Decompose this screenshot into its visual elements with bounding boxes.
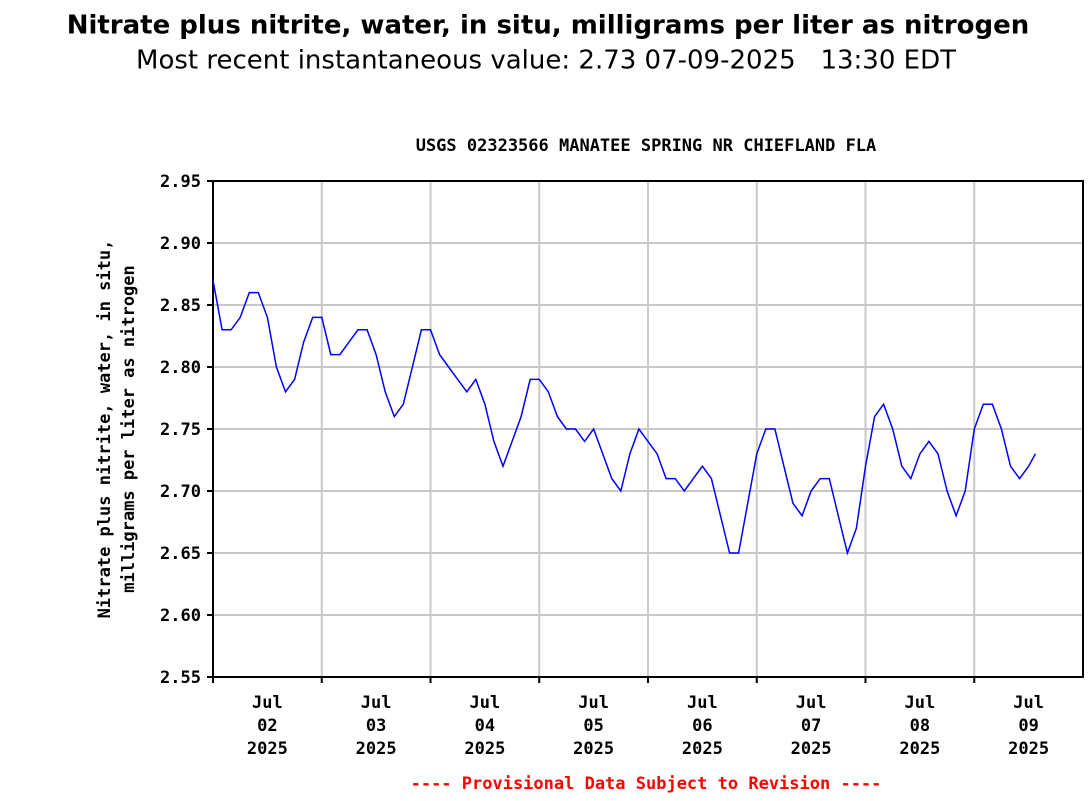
y-tick-label: 2.65 (160, 544, 201, 564)
x-tick-label: Jul 05 2025 (573, 693, 614, 759)
page-subtitle: Most recent instantaneous value: 2.73 07… (136, 46, 956, 76)
page-title: Nitrate plus nitrite, water, in situ, mi… (67, 11, 1030, 41)
chart-title: USGS 02323566 MANATEE SPRING NR CHIEFLAN… (416, 136, 877, 156)
y-tick-label: 2.60 (160, 606, 201, 626)
y-axis-label: milligrams per liter as nitrogen (119, 265, 139, 593)
y-axis-label: Nitrate plus nitrite, water, in situ, (95, 240, 115, 619)
y-tick-label: 2.55 (160, 668, 201, 688)
footer-note: ---- Provisional Data Subject to Revisio… (411, 774, 882, 794)
y-tick-label: 2.75 (160, 420, 201, 440)
x-tick-label: Jul 09 2025 (1008, 693, 1049, 759)
y-tick-label: 2.90 (160, 234, 201, 254)
y-tick-label: 2.85 (160, 296, 201, 316)
data-line (212, 280, 1037, 556)
plot-frame (212, 180, 1084, 678)
x-tick-label: Jul 07 2025 (791, 693, 832, 759)
y-tick-label: 2.70 (160, 482, 201, 502)
x-tick-label: Jul 02 2025 (247, 693, 288, 759)
y-tick-label: 2.95 (160, 172, 201, 192)
x-tick-label: Jul 03 2025 (356, 693, 397, 759)
x-tick-label: Jul 06 2025 (682, 693, 723, 759)
x-tick-label: Jul 04 2025 (464, 693, 505, 759)
y-tick-label: 2.80 (160, 358, 201, 378)
x-tick-label: Jul 08 2025 (899, 693, 940, 759)
